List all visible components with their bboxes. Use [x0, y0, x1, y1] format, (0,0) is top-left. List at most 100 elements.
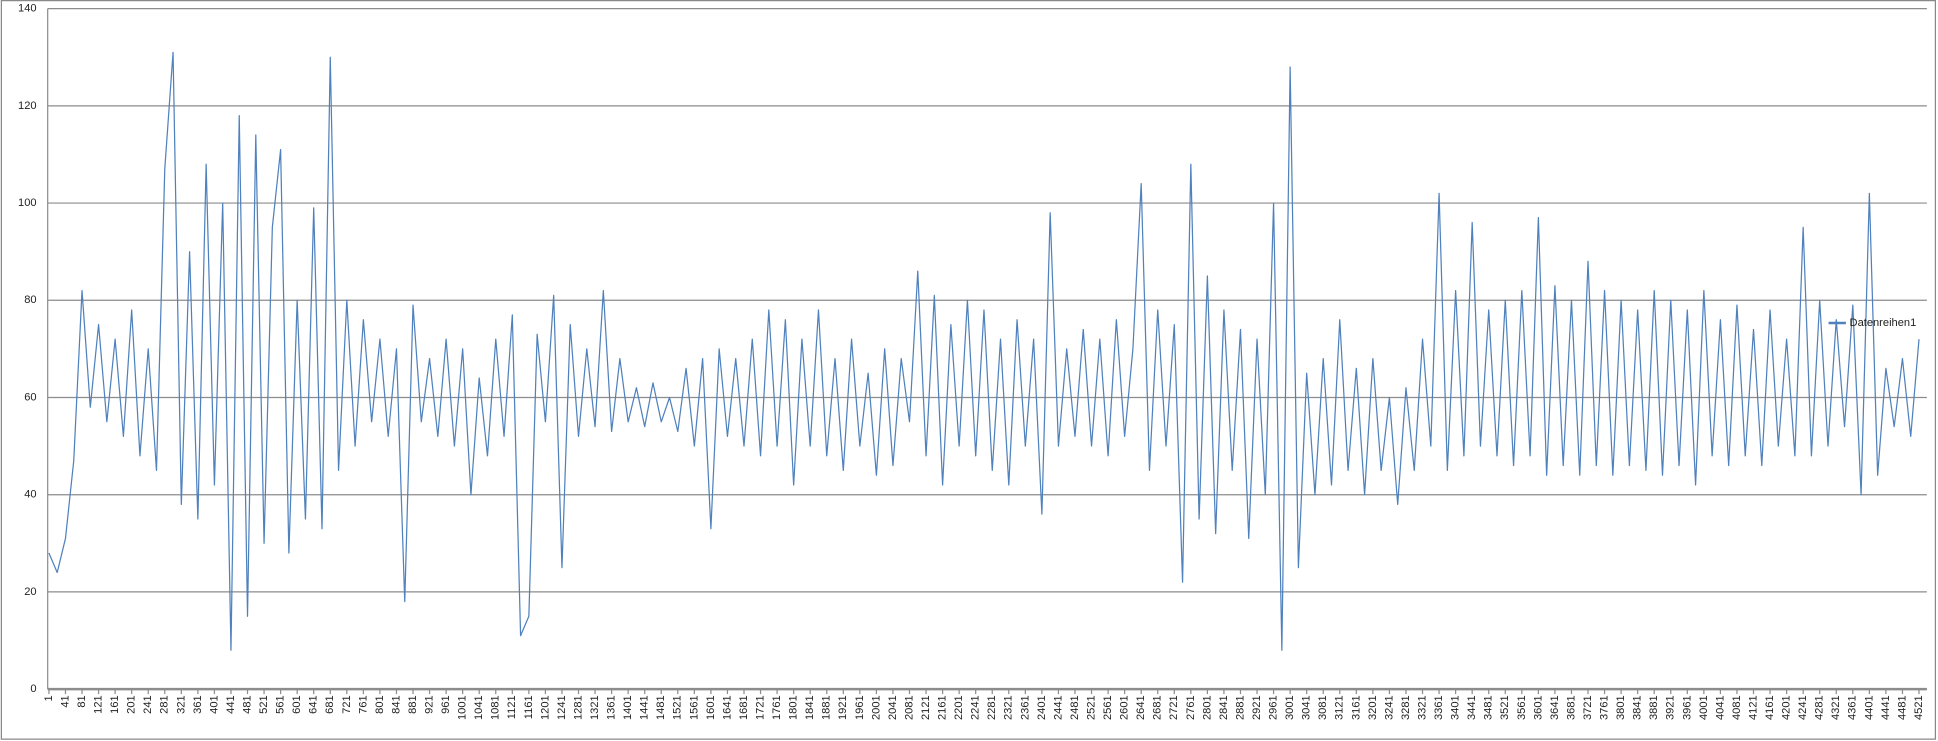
y-tick-label: 20	[24, 586, 36, 598]
x-tick-label: 2641	[1135, 695, 1147, 720]
x-tick-label: 4361	[1847, 695, 1859, 720]
x-tick-label: 921	[423, 695, 435, 714]
x-tick-label: 2281	[986, 695, 998, 720]
x-tick-label: 841	[390, 695, 402, 714]
x-tick-label: 3041	[1301, 695, 1313, 720]
x-tick-label: 2401	[1036, 695, 1048, 720]
x-tick-label: 161	[109, 695, 121, 714]
x-tick-label: 521	[258, 695, 270, 714]
x-tick-label: 2321	[1003, 695, 1015, 720]
x-tick-label: 2961	[1268, 695, 1280, 720]
x-tick-label: 441	[225, 695, 237, 714]
x-tick-label: 201	[126, 695, 138, 714]
x-tick-label: 3361	[1433, 695, 1445, 720]
x-tick-label: 4481	[1896, 695, 1908, 720]
x-tick-label: 281	[159, 695, 171, 714]
x-tick-label: 3081	[1317, 695, 1329, 720]
x-tick-label: 4441	[1880, 695, 1892, 720]
x-tick-label: 1921	[837, 695, 849, 720]
x-tick-label: 801	[374, 695, 386, 714]
x-tick-label: 1081	[490, 695, 502, 720]
x-tick-label: 1521	[672, 695, 684, 720]
x-tick-label: 3801	[1615, 695, 1627, 720]
x-tick-label: 3281	[1400, 695, 1412, 720]
y-tick-label: 40	[24, 489, 36, 501]
x-tick-label: 3201	[1367, 695, 1379, 720]
legend-label: Datenreihen1	[1850, 317, 1917, 329]
x-tick-label: 2441	[1052, 695, 1064, 720]
x-tick-label: 3481	[1483, 695, 1495, 720]
x-tick-label: 681	[324, 695, 336, 714]
y-tick-label: 80	[24, 294, 36, 306]
x-tick-label: 3841	[1632, 695, 1644, 720]
x-tick-label: 961	[440, 695, 452, 714]
x-tick-label: 3521	[1499, 695, 1511, 720]
x-tick-label: 4201	[1781, 695, 1793, 720]
x-tick-label: 1041	[473, 695, 485, 720]
y-tick-label: 0	[30, 683, 36, 695]
x-tick-label: 361	[192, 695, 204, 714]
x-tick-label: 2921	[1251, 695, 1263, 720]
x-tick-label: 3761	[1599, 695, 1611, 720]
x-tick-label: 3561	[1516, 695, 1528, 720]
x-tick-label: 3441	[1466, 695, 1478, 720]
x-tick-label: 2561	[1102, 695, 1114, 720]
x-tick-label: 1841	[804, 695, 816, 720]
x-tick-label: 3721	[1582, 695, 1594, 720]
x-tick-label: 1681	[738, 695, 750, 720]
x-tick-label: 2521	[1085, 695, 1097, 720]
x-tick-label: 1601	[705, 695, 717, 720]
x-tick-label: 2001	[870, 695, 882, 720]
x-tick-label: 601	[291, 695, 303, 714]
x-tick-label: 4241	[1797, 695, 1809, 720]
x-tick-label: 1881	[821, 695, 833, 720]
x-tick-label: 1201	[539, 695, 551, 720]
x-tick-label: 2681	[1152, 695, 1164, 720]
x-tick-label: 1241	[556, 695, 568, 720]
x-tick-label: 4161	[1764, 695, 1776, 720]
x-tick-label: 1121	[506, 695, 518, 719]
x-tick-label: 1361	[606, 695, 618, 720]
x-tick-label: 1961	[854, 695, 866, 720]
x-tick-label: 2841	[1218, 695, 1230, 720]
series-line	[48, 51, 1920, 651]
x-tick-label: 4281	[1814, 695, 1826, 720]
x-tick-label: 1281	[572, 695, 584, 720]
y-tick-label: 120	[18, 100, 37, 112]
y-tick-label: 100	[18, 197, 37, 209]
x-tick-label: 1801	[788, 695, 800, 720]
x-tick-label: 401	[208, 695, 220, 714]
x-tick-label: 2361	[1019, 695, 1031, 720]
x-tick-label: 2801	[1201, 695, 1213, 720]
x-tick-label: 3961	[1681, 695, 1693, 720]
x-tick-label: 761	[357, 695, 369, 714]
x-tick-label: 2241	[970, 695, 982, 720]
x-tick-label: 1161	[523, 695, 535, 719]
x-tick-label: 3321	[1416, 695, 1428, 720]
x-tick-label: 1401	[622, 695, 634, 720]
x-tick-label: 321	[175, 695, 187, 714]
x-tick-label: 2601	[1119, 695, 1131, 720]
x-tick-label: 3241	[1383, 695, 1395, 720]
x-tick-label: 561	[275, 695, 287, 714]
y-tick-label: 60	[24, 391, 36, 403]
x-tick-label: 3401	[1450, 695, 1462, 720]
x-tick-label: 4001	[1698, 695, 1710, 720]
x-tick-label: 1441	[639, 695, 651, 720]
x-tick-label: 881	[407, 695, 419, 714]
x-tick-label: 1	[43, 695, 55, 701]
x-tick-label: 241	[142, 695, 154, 714]
x-tick-label: 3641	[1549, 695, 1561, 720]
x-tick-label: 1481	[655, 695, 667, 720]
x-tick-label: 1761	[771, 695, 783, 720]
x-tick-label: 4041	[1714, 695, 1726, 720]
x-tick-label: 4521	[1913, 695, 1925, 720]
x-tick-label: 4401	[1863, 695, 1875, 720]
x-tick-label: 2881	[1234, 695, 1246, 720]
x-tick-label: 81	[76, 695, 88, 707]
x-tick-label: 2481	[1069, 695, 1081, 720]
x-tick-label: 2721	[1168, 695, 1180, 720]
